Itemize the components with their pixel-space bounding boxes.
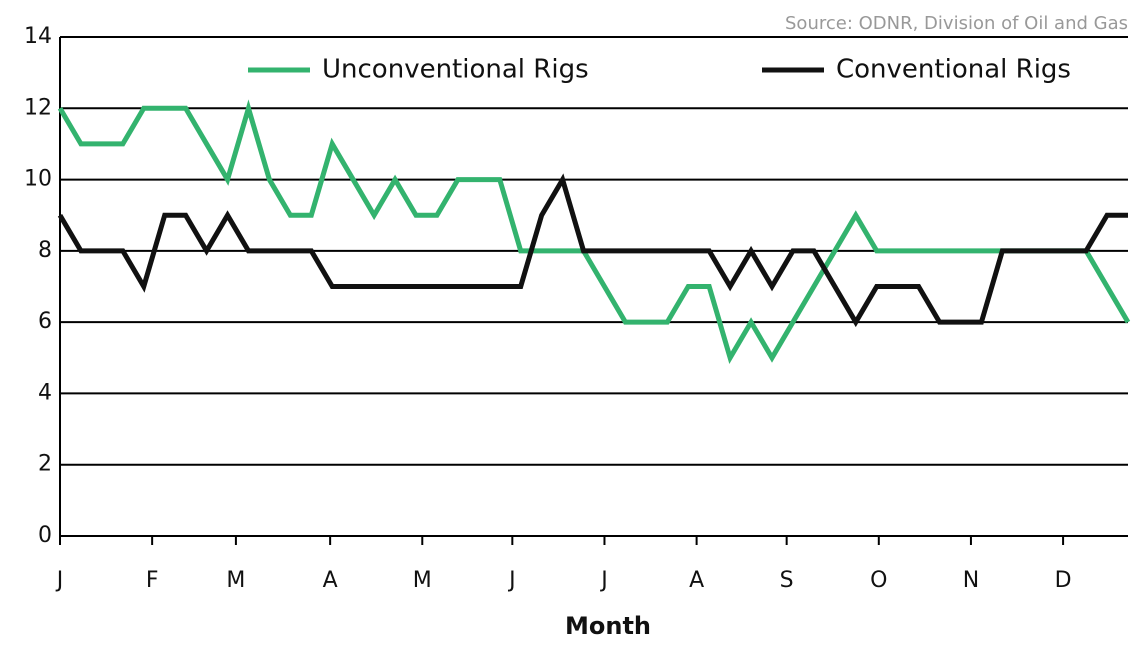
x-tick-label: D [1055,568,1072,593]
x-tick-label: M [226,568,245,593]
y-tick-label: 8 [38,238,52,263]
source-note: Source: ODNR, Division of Oil and Gas [785,13,1128,34]
legend-label: Unconventional Rigs [322,55,589,85]
y-tick-label: 14 [24,24,52,49]
x-tick-label: J [599,568,608,593]
x-tick-label: M [413,568,432,593]
x-tick-label: A [323,568,338,593]
x-tick-label: F [146,568,159,593]
x-tick-label: J [55,568,64,593]
series-line [57,173,1128,328]
x-tick-label: O [870,568,887,593]
x-axis-label: Month [565,612,651,640]
y-tick-label: 2 [38,452,52,477]
x-tick-label: A [689,568,704,593]
y-tick-label: 0 [38,523,52,548]
y-tick-label: 4 [38,380,52,405]
x-tick-label: N [963,568,979,593]
x-tick-label: S [780,568,794,593]
y-tick-label: 10 [24,167,52,192]
y-tick-label: 12 [24,95,52,120]
legend-label: Conventional Rigs [836,55,1071,85]
y-tick-label: 6 [38,309,52,334]
x-tick-label: J [507,568,516,593]
series-line [57,99,1131,365]
